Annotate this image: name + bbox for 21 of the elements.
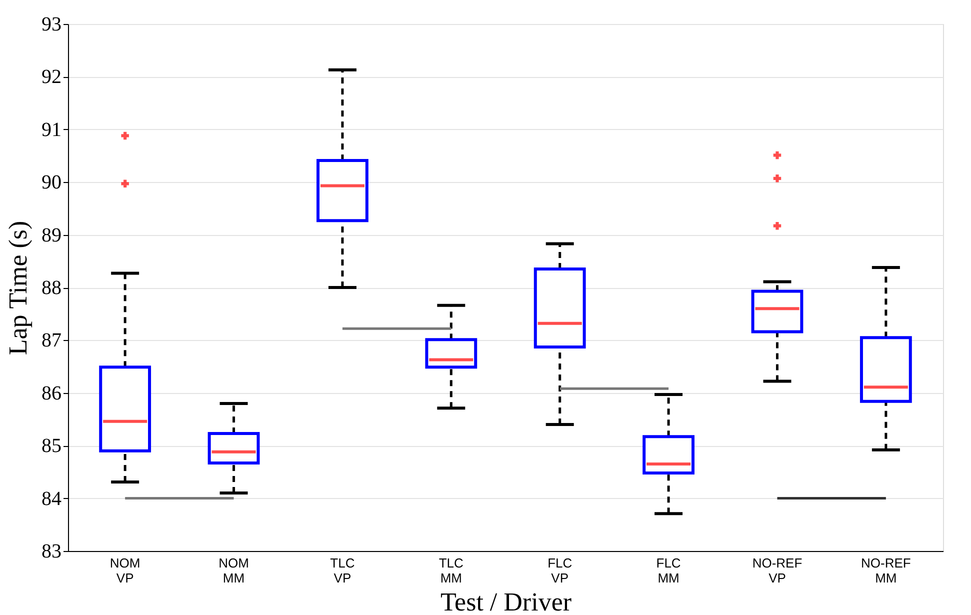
y-tick-label: 84 xyxy=(42,488,62,510)
y-tick-label: 86 xyxy=(42,382,62,404)
y-tick-label: 90 xyxy=(42,172,62,194)
y-tick-label: 88 xyxy=(42,277,62,299)
x-tick-label: FLC VP xyxy=(548,556,572,586)
y-tick-label: 87 xyxy=(42,330,62,352)
x-tick-label: NOM MM xyxy=(218,556,249,586)
x-tick-label: TLC VP xyxy=(330,556,355,586)
x-tick-label: NOM VP xyxy=(110,556,140,586)
y-tick-label: 92 xyxy=(42,66,62,88)
y-tick-label: 93 xyxy=(42,14,62,36)
x-tick-label: TLC MM xyxy=(438,556,464,586)
x-tick-label: NO-REF MM xyxy=(861,556,911,586)
y-axis-title: Lap Time (s) xyxy=(4,220,32,356)
y-tick-label: 83 xyxy=(42,540,62,562)
y-tick-label: 85 xyxy=(42,435,62,458)
y-tick-label: 89 xyxy=(42,224,62,246)
x-axis-title: Test / Driver xyxy=(440,588,572,615)
x-tick-label: FLC MM xyxy=(656,556,681,586)
y-tick-label: 91 xyxy=(42,118,62,141)
x-tick-label: NO-REF VP xyxy=(752,556,802,586)
